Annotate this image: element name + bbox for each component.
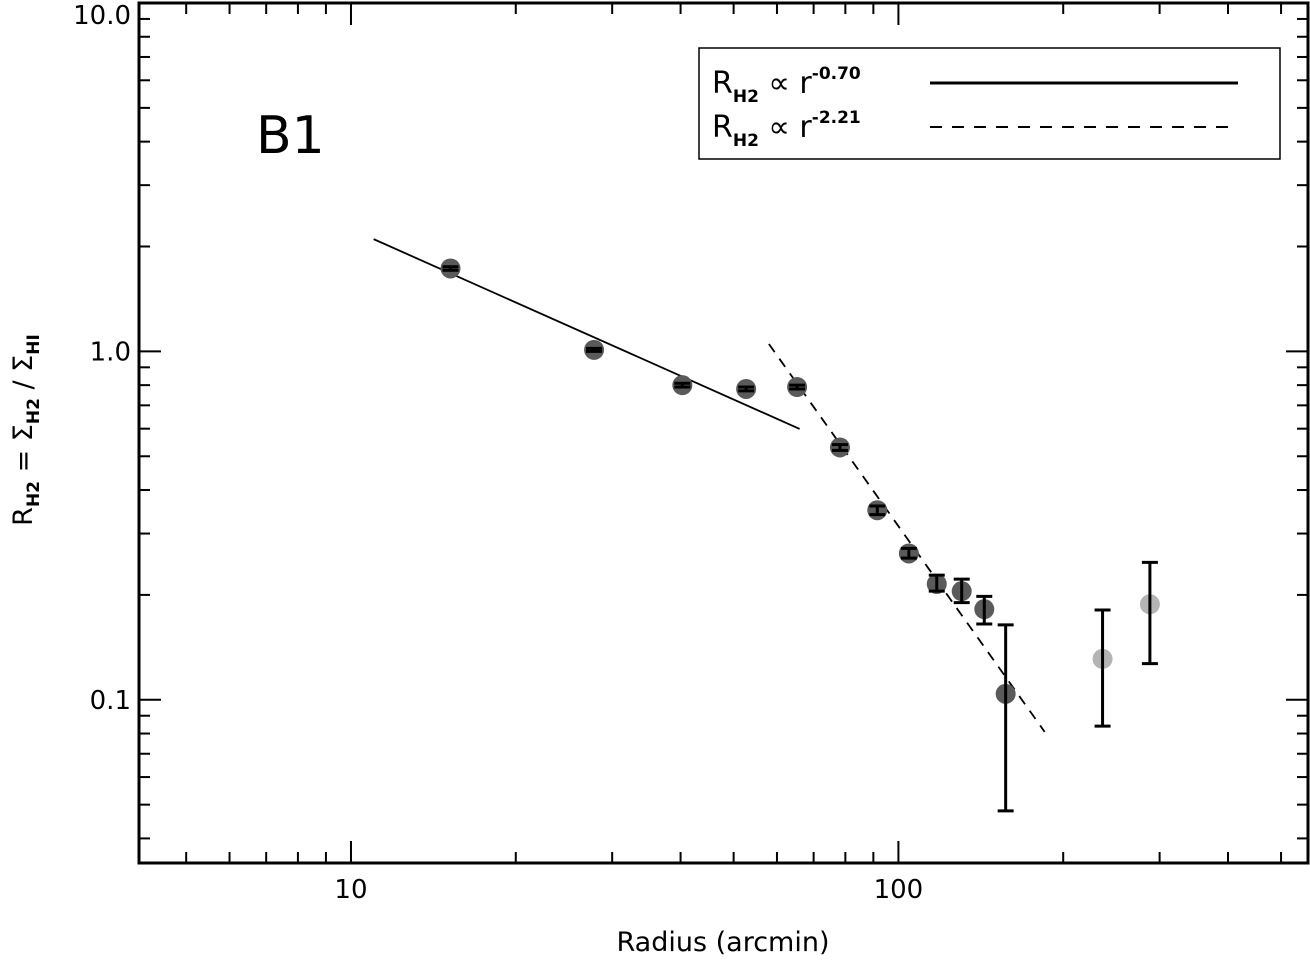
data-point bbox=[829, 437, 850, 458]
svg-text:RH2 ∝ r-2.21: RH2 ∝ r-2.21 bbox=[712, 108, 861, 151]
legend: RH2 ∝ r-0.70 RH2 ∝ r-2.21 bbox=[698, 47, 1281, 160]
x-tick-label: 100 bbox=[874, 875, 924, 905]
legend-1-base: R bbox=[712, 66, 733, 101]
fit-line-solid bbox=[373, 238, 800, 430]
ylabel-r-sub: H2 bbox=[24, 481, 44, 507]
legend-entry-solid: RH2 ∝ r-0.70 bbox=[712, 64, 1238, 107]
legend-2-mid: ∝ r bbox=[759, 110, 813, 145]
legend-2-sub: H2 bbox=[733, 131, 759, 151]
legend-1-sub: H2 bbox=[733, 87, 759, 107]
data-point bbox=[736, 378, 757, 399]
ylabel-sigma2: Σ bbox=[8, 355, 39, 372]
data-point bbox=[867, 500, 888, 521]
x-tick-label: 10 bbox=[334, 875, 367, 905]
data-point bbox=[440, 258, 461, 279]
data-point bbox=[995, 623, 1016, 813]
legend-1-sup: -0.70 bbox=[812, 64, 861, 84]
legend-2-base: R bbox=[712, 110, 733, 145]
svg-text:RH2 ∝ r-0.70: RH2 ∝ r-0.70 bbox=[712, 64, 861, 107]
ylabel-slash: / bbox=[8, 372, 39, 398]
y-axis-ticks: 0.1 1.0 10.0 bbox=[73, 1, 1308, 840]
legend-2-sup: -2.21 bbox=[812, 108, 861, 128]
legend-box bbox=[698, 47, 1281, 160]
ylabel-sigma1: Σ bbox=[8, 424, 39, 441]
data-point bbox=[787, 377, 808, 398]
ylabel-sigma1-sub: H2 bbox=[24, 398, 44, 424]
data-point bbox=[926, 573, 947, 594]
panel-label: B1 bbox=[256, 106, 325, 166]
data-point bbox=[584, 339, 605, 360]
data-point bbox=[974, 594, 995, 626]
data-point bbox=[1139, 560, 1160, 666]
legend-entry-dashed: RH2 ∝ r-2.21 bbox=[712, 108, 1238, 151]
data-point bbox=[672, 375, 693, 396]
ylabel-sigma2-sub: HI bbox=[24, 334, 44, 355]
y-axis-title: RH2 = ΣH2 / ΣHI bbox=[8, 334, 44, 526]
ylabel-r: R bbox=[8, 507, 39, 526]
fit-lines bbox=[373, 238, 1046, 733]
x-axis-ticks: 10 100 bbox=[185, 3, 1283, 905]
data-point bbox=[898, 543, 919, 564]
plot-frame bbox=[137, 1, 1310, 865]
fit-line-dashed bbox=[768, 343, 1046, 733]
data-point bbox=[951, 577, 972, 605]
y-tick-label: 0.1 bbox=[90, 686, 131, 716]
legend-1-mid: ∝ r bbox=[759, 66, 813, 101]
ylabel-eq: = bbox=[8, 441, 39, 481]
x-axis-title: Radius (arcmin) bbox=[617, 927, 830, 958]
data-points bbox=[440, 258, 1160, 813]
data-point bbox=[1092, 608, 1113, 728]
y-tick-label: 10.0 bbox=[73, 1, 131, 31]
y-tick-label: 1.0 bbox=[90, 337, 131, 367]
